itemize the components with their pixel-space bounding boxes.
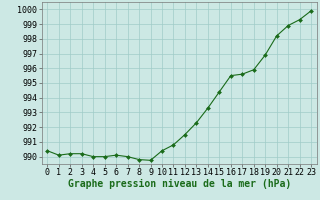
X-axis label: Graphe pression niveau de la mer (hPa): Graphe pression niveau de la mer (hPa) [68, 179, 291, 189]
